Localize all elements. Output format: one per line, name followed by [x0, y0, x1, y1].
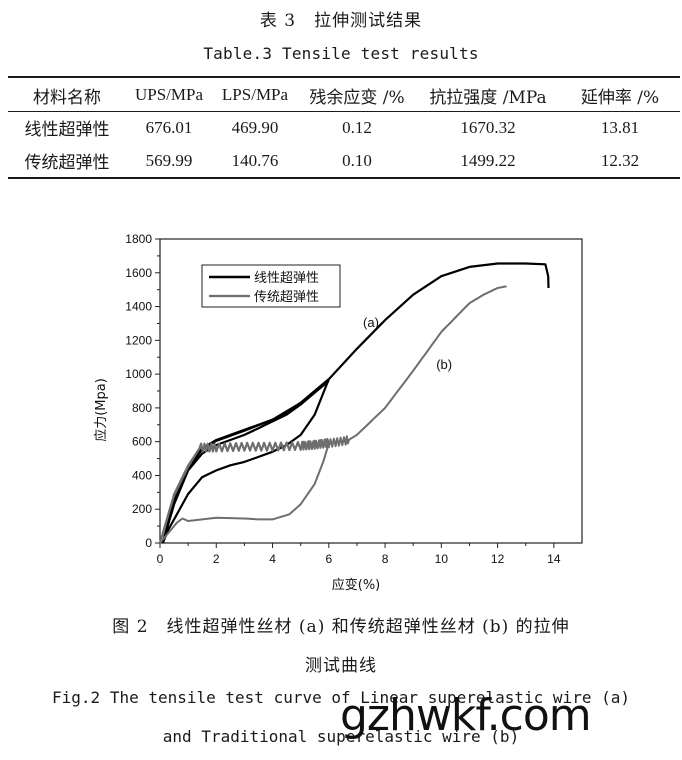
table-bottom-rule [8, 177, 680, 179]
cell-tensile-strength: 1670.32 [460, 117, 516, 137]
watermark: gzhwkf.com [340, 690, 592, 741]
table-header-rule [8, 111, 680, 112]
y-tick-label: 1000 [125, 367, 152, 381]
x-tick-label: 14 [547, 552, 561, 566]
y-tick-label: 1600 [125, 266, 152, 280]
tick-labels: 0 2 4 6 8 10 12 14 0 200 400 600 800 1000 1200 1400 1600… [125, 232, 561, 566]
cell-elongation: 12.32 [600, 150, 640, 170]
curve-annotations: (a) (b) [363, 315, 452, 372]
axis-ticks [155, 238, 555, 548]
x-tick-label: 12 [491, 552, 505, 566]
table-title-en: Table.3 Tensile test results [203, 44, 479, 63]
cell-lps: 469.90 [231, 117, 279, 137]
header-ups: UPS/MPa [134, 85, 204, 104]
y-tick-label: 200 [132, 502, 152, 516]
x-axis-label: 应变(%) [332, 577, 381, 593]
cell-material: 传统超弹性 [24, 153, 110, 173]
cell-ups: 569.99 [145, 150, 193, 170]
cell-residual-strain: 0.10 [342, 150, 372, 170]
table-top-rule [8, 76, 680, 78]
curve-label: (a) [363, 315, 379, 330]
stress-strain-chart: 0 2 4 6 8 10 12 14 0 200 400 600 800 1000 1200 1400 1600… [93, 232, 583, 593]
series-line-linear [161, 378, 330, 544]
x-tick-label: 4 [269, 552, 276, 566]
table-row: 线性超弹性 676.01 469.90 0.12 1670.32 13.81 [8, 111, 680, 144]
cell-lps: 140.76 [231, 150, 279, 170]
x-tick-label: 0 [157, 552, 164, 566]
results-table: 材料名称 UPS/MPa LPS/MPa 残余应变 /% 抗拉强度 /MPa 延… [8, 79, 680, 177]
y-axis-label: 应力(Mpa) [93, 378, 109, 442]
table-title-cn: 表 3 拉伸测试结果 [259, 11, 423, 31]
y-tick-label: 0 [145, 536, 152, 550]
figure-caption-cn-line2: 测试曲线 [305, 656, 377, 676]
table-row: 传统超弹性 569.99 140.76 0.10 1499.22 12.32 [8, 144, 680, 177]
legend-label-linear: 线性超弹性 [254, 271, 319, 286]
x-tick-label: 8 [382, 552, 389, 566]
legend-label-traditional: 传统超弹性 [254, 290, 319, 305]
cell-material: 线性超弹性 [24, 120, 110, 140]
series-layer [159, 262, 550, 544]
cell-tensile-strength: 1499.22 [460, 150, 516, 170]
figure-caption-en-line2: and Traditional superelastic wire (b) [162, 727, 520, 746]
y-tick-label: 1200 [125, 333, 152, 347]
header-material: 材料名称 [33, 87, 101, 108]
series-line-traditional [159, 443, 330, 544]
figure-caption-en-line1: Fig.2 The tensile test curve of Linear s… [52, 688, 630, 707]
curve-label: (b) [436, 357, 452, 372]
series-line-traditional [159, 437, 330, 544]
header-residual-strain: 残余应变 /% [309, 87, 405, 108]
x-tick-label: 6 [325, 552, 332, 566]
y-tick-label: 1400 [125, 300, 152, 314]
x-tick-label: 2 [213, 552, 220, 566]
header-elongation: 延伸率 /% [580, 87, 660, 108]
y-tick-label: 600 [132, 435, 152, 449]
cell-ups: 676.01 [145, 117, 193, 137]
header-lps: LPS/MPa [221, 85, 289, 104]
cell-residual-strain: 0.12 [342, 117, 372, 137]
y-tick-label: 1800 [125, 232, 152, 246]
chart-legend: 线性超弹性 传统超弹性 [201, 264, 341, 308]
cell-elongation: 13.81 [600, 117, 640, 137]
header-tensile-strength: 抗拉强度 /MPa [429, 87, 547, 108]
table-header-row: 材料名称 UPS/MPa LPS/MPa 残余应变 /% 抗拉强度 /MPa 延… [8, 79, 680, 111]
y-tick-label: 800 [132, 401, 152, 415]
series-line-traditional [159, 285, 507, 544]
figure-caption-cn-line1: 图 2 线性超弹性丝材 (a) 和传统超弹性丝材 (b) 的拉伸 [112, 617, 570, 637]
y-tick-label: 400 [132, 468, 152, 482]
x-tick-label: 10 [435, 552, 449, 566]
